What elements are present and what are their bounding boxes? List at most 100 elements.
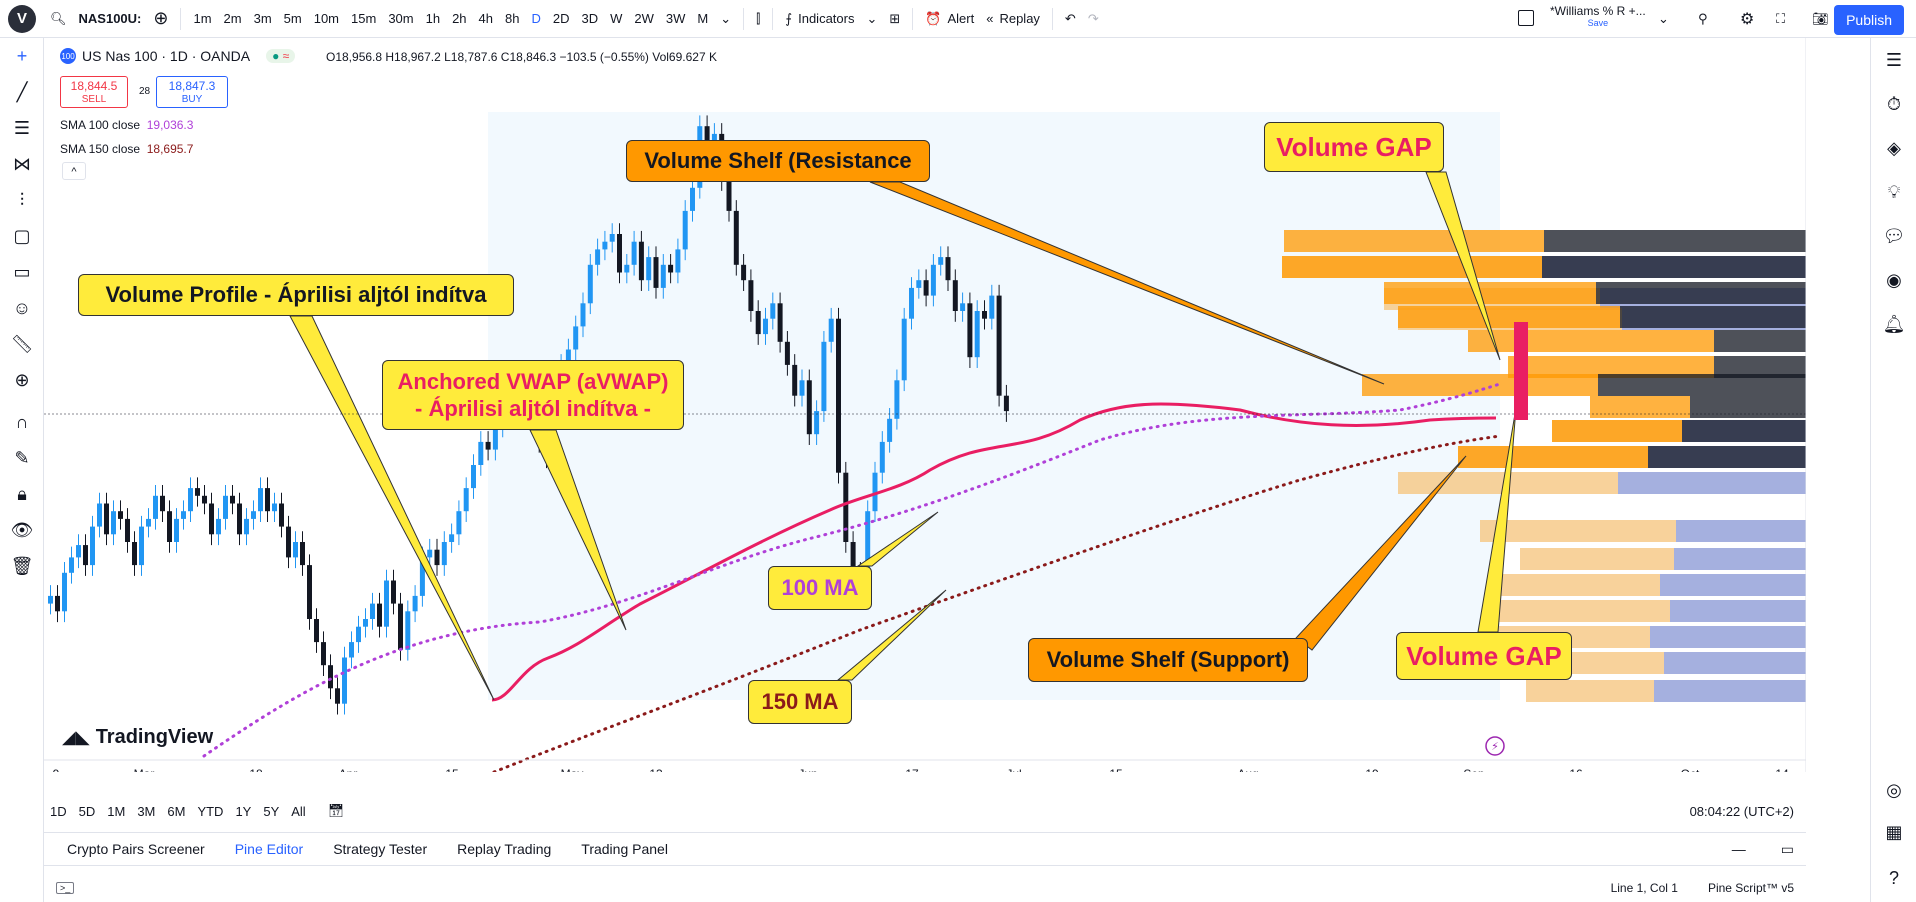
range-6M[interactable]: 6M xyxy=(167,803,186,819)
interval-2h[interactable]: 2h xyxy=(452,11,467,26)
panel-tab-3[interactable]: Replay Trading xyxy=(457,841,552,857)
panel-tab-2[interactable]: Strategy Tester xyxy=(333,841,428,857)
range-5D[interactable]: 5D xyxy=(78,803,96,819)
ruler-icon[interactable]: 📏︎ xyxy=(10,333,34,354)
interval-8h[interactable]: 8h xyxy=(505,11,520,26)
collapse-legend-button[interactable]: ^ xyxy=(62,162,86,180)
text-icon[interactable]: ▭ xyxy=(13,261,31,282)
redo-icon[interactable]: ↷ xyxy=(1087,10,1099,26)
trash-icon[interactable]: 🗑︎ xyxy=(10,555,34,576)
range-1D[interactable]: 1D xyxy=(50,803,67,819)
range-3M[interactable]: 3M xyxy=(137,803,156,819)
publish-button[interactable]: Publish xyxy=(1834,5,1904,35)
trend-line-icon[interactable]: ╱ xyxy=(16,81,28,102)
event-lightning-icon[interactable] xyxy=(1485,736,1505,756)
interval-10m[interactable]: 10m xyxy=(313,11,340,26)
emoji-icon[interactable]: ☺ xyxy=(12,297,32,318)
settings-icon[interactable]: ⚙ xyxy=(1740,10,1755,28)
interval-2W[interactable]: 2W xyxy=(634,11,654,26)
chevron-down-icon[interactable]: ⌄ xyxy=(720,10,732,26)
panel-tab-0[interactable]: Crypto Pairs Screener xyxy=(67,841,205,857)
chevron-down-icon[interactable]: ⌄ xyxy=(866,10,878,26)
eye-icon[interactable]: 👁︎ xyxy=(10,519,34,540)
target-icon[interactable]: ◎ xyxy=(1886,779,1902,800)
lock-draw-icon[interactable]: ✎ xyxy=(14,447,30,468)
alerts-clock-icon[interactable]: ⏱ xyxy=(1886,93,1902,114)
panel-tab-1[interactable]: Pine Editor xyxy=(234,841,304,857)
camera-icon[interactable]: 📷︎ xyxy=(1812,10,1829,26)
interval-5m[interactable]: 5m xyxy=(283,11,302,26)
lock-icon[interactable]: 🔒︎ xyxy=(17,483,27,504)
range-1M[interactable]: 1M xyxy=(107,803,126,819)
interval-M[interactable]: M xyxy=(697,11,709,26)
alert-button[interactable]: ⏰ Alert xyxy=(919,0,980,38)
templates-icon[interactable]: ⊞ xyxy=(889,10,901,26)
symbol-search[interactable]: NAS100U: xyxy=(78,11,142,26)
range-All[interactable]: All xyxy=(291,803,306,819)
ideas-icon[interactable]: 💡︎ xyxy=(1887,181,1901,202)
tradingview-watermark[interactable]: ◢◣ TradingView xyxy=(62,726,213,749)
replay-button[interactable]: « Replay xyxy=(980,0,1046,38)
sell-button[interactable]: 18,844.5 SELL xyxy=(60,76,128,108)
interval-2m[interactable]: 2m xyxy=(223,11,242,26)
crosshair-icon[interactable]: + xyxy=(16,45,28,66)
chevron-down-icon[interactable]: ⌄ xyxy=(1658,10,1669,26)
quick-search-icon[interactable]: ⚲ xyxy=(1698,10,1708,26)
interval-D[interactable]: D xyxy=(531,11,541,26)
sma100-line[interactable] xyxy=(202,382,1502,758)
interval-15m[interactable]: 15m xyxy=(351,11,377,26)
streams-icon[interactable]: ◉ xyxy=(1886,269,1902,290)
candle-style-icon[interactable]: ⫿ xyxy=(756,10,761,26)
range-1Y[interactable]: 1Y xyxy=(235,803,252,819)
sma150-line[interactable] xyxy=(492,434,1502,772)
position-icon[interactable]: ⫶ xyxy=(19,189,25,210)
price-chart[interactable]: USD21,000.020,800.020,600.020,400.020,20… xyxy=(44,38,1806,772)
pine-version[interactable]: Pine Script™ v5 xyxy=(1707,881,1794,895)
search-icon[interactable]: 🔍︎ xyxy=(50,10,67,26)
add-symbol-icon[interactable]: ⊕ xyxy=(153,8,169,28)
calendar-icon[interactable]: ▦ xyxy=(1885,821,1903,842)
zoom-icon[interactable]: ⊕ xyxy=(14,369,30,390)
layout-save[interactable]: Save xyxy=(1587,18,1609,28)
clock[interactable]: 08:04:22 (UTC+2) xyxy=(1689,803,1794,819)
minimize-icon[interactable]: — xyxy=(1731,841,1746,857)
undo-icon[interactable]: ↶ xyxy=(1064,10,1076,26)
range-YTD[interactable]: YTD xyxy=(197,803,224,819)
range-5Y[interactable]: 5Y xyxy=(263,803,280,819)
fib-icon[interactable]: ☰ xyxy=(13,117,31,138)
layers-icon[interactable]: ◈ xyxy=(1887,137,1901,158)
pattern-icon[interactable]: ⋈ xyxy=(13,153,31,174)
avwap-line[interactable] xyxy=(491,402,1497,702)
help-icon[interactable]: ? xyxy=(1888,867,1899,888)
interval-3m[interactable]: 3m xyxy=(253,11,272,26)
notifications-icon[interactable]: 🔔︎ xyxy=(1882,313,1906,334)
interval-30m[interactable]: 30m xyxy=(388,11,414,26)
magnet-icon[interactable]: ∩ xyxy=(15,411,29,432)
panel-tab-4[interactable]: Trading Panel xyxy=(581,841,668,857)
buy-button[interactable]: 18,847.3 BUY xyxy=(156,76,228,108)
interval-2D[interactable]: 2D xyxy=(552,11,570,26)
candle-body xyxy=(821,341,827,412)
interval-1m[interactable]: 1m xyxy=(193,11,212,26)
interval-3W[interactable]: 3W xyxy=(665,11,686,26)
watchlist-icon[interactable]: ☰ xyxy=(1885,49,1903,70)
indicators-button[interactable]: ⨍ Indicators xyxy=(779,0,860,38)
interval-W[interactable]: W xyxy=(610,11,623,26)
sma100-legend[interactable]: SMA 100 close 19,036.3 xyxy=(60,118,193,132)
chat-icon[interactable]: 💬︎ xyxy=(1882,225,1906,246)
layout-icon[interactable] xyxy=(1518,10,1534,26)
candle-body xyxy=(894,380,900,419)
maximize-icon[interactable]: ▭ xyxy=(1780,840,1794,857)
console-icon[interactable]: >_ xyxy=(56,882,75,894)
candle-body xyxy=(784,341,790,365)
interval-3D[interactable]: 3D xyxy=(581,11,599,26)
symbol-title[interactable]: US Nas 100 · 1D · OANDA xyxy=(82,48,251,64)
shape-icon[interactable]: ▢ xyxy=(13,225,31,246)
interval-4h[interactable]: 4h xyxy=(478,11,494,26)
layout-name[interactable]: *Williams % R +... Save xyxy=(1550,4,1646,28)
interval-1h[interactable]: 1h xyxy=(425,11,441,26)
date-range-icon[interactable]: 📅︎ xyxy=(327,803,345,818)
user-avatar[interactable]: V xyxy=(8,4,36,33)
sma150-legend[interactable]: SMA 150 close 18,695.7 xyxy=(60,142,193,156)
fullscreen-icon[interactable]: ⛶ xyxy=(1776,10,1786,26)
